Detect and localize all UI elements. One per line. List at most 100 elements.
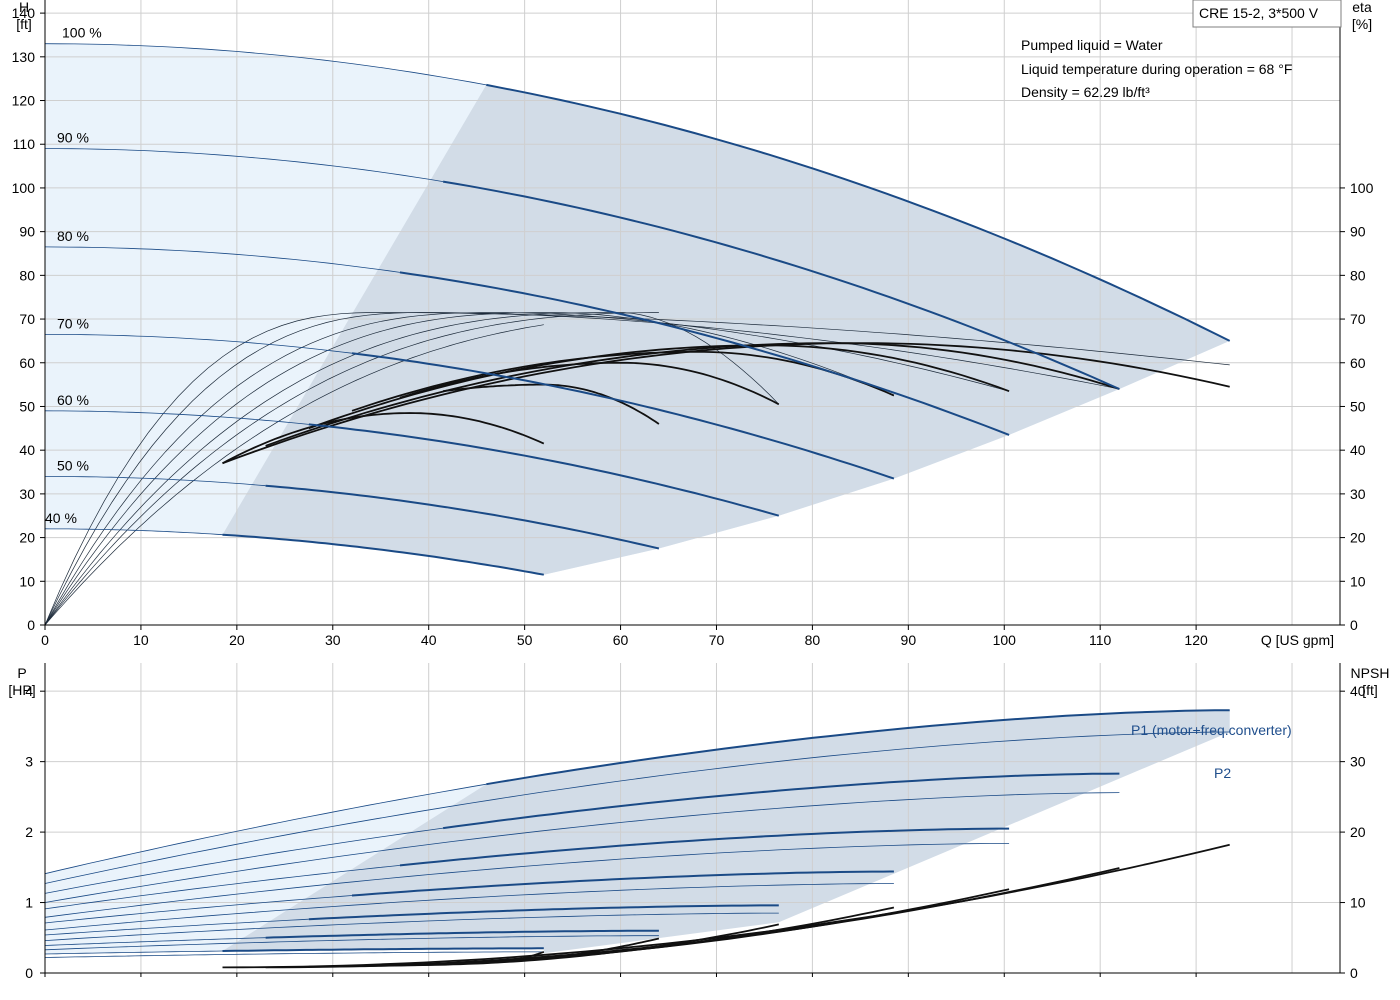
btick-label-left-4: 4 (25, 683, 33, 699)
efficiency-curve-thin-3 (44, 312, 895, 626)
efficiency-curve-bold-6 (222, 412, 545, 465)
bottom-y-right-label-2: [ft] (1362, 682, 1378, 698)
speed-label-1: 90 % (57, 130, 89, 146)
info-liquid: Pumped liquid = Water (1021, 37, 1163, 53)
top-y-right-label-1: eta (1352, 0, 1372, 15)
npsh-curve-6 (486, 951, 545, 964)
efficiency-curve-thin-6 (44, 324, 544, 626)
tick-label-right-20: 20 (1350, 530, 1366, 546)
speed-label-6: 40 % (45, 510, 77, 526)
npsh-curve-0 (222, 843, 1230, 969)
bottom-y-right-label-1: NPSH (1351, 665, 1390, 681)
p1-curve-3 (351, 870, 894, 897)
p1-curve-4 (308, 904, 779, 921)
tick-label-left-140: 140 (12, 5, 36, 21)
info-temperature: Liquid temperature during operation = 68… (1021, 61, 1292, 77)
legend-p2: P2 (1214, 765, 1231, 781)
p2-curve-1 (44, 792, 1120, 903)
dark-area-top (222, 84, 1230, 575)
curves-bottom (44, 709, 1230, 969)
tick-label-right-90: 90 (1350, 224, 1366, 240)
top-y-left-label-2: [ft] (16, 16, 32, 32)
tick-label-right-100: 100 (1350, 180, 1374, 196)
tick-label-right-40: 40 (1350, 442, 1366, 458)
tick-label-left-10: 10 (19, 573, 35, 589)
tick-label-left-110: 110 (13, 136, 36, 152)
tick-label-right-50: 50 (1350, 398, 1366, 414)
tick-label-left-60: 60 (19, 355, 35, 371)
head-curve-0 (486, 83, 1231, 342)
efficiency-curve-bold-1 (265, 342, 1120, 447)
tick-label-x-70: 70 (709, 632, 725, 648)
title-box-text: CRE 15-2, 3*500 V (1199, 5, 1319, 21)
head-curve-3 (351, 352, 895, 480)
p2-curve-2 (44, 843, 1010, 918)
btick-label-left-1: 1 (25, 895, 33, 911)
p1-curve-thin-5 (44, 937, 266, 946)
p2-curve-3 (44, 883, 894, 931)
tick-label-x-110: 110 (1089, 632, 1112, 648)
title-box: CRE 15-2, 3*500 V (1192, 0, 1342, 28)
head-curve-1 (442, 180, 1120, 390)
head-curve-thin-0 (44, 43, 487, 86)
tick-label-left-70: 70 (19, 311, 35, 327)
speed-label-3: 70 % (57, 315, 89, 331)
tick-label-x-0: 0 (41, 632, 49, 648)
tick-label-left-30: 30 (19, 486, 35, 502)
tick-label-x-120: 120 (1184, 632, 1208, 648)
head-curve-thin-6 (44, 528, 223, 536)
tick-label-x-100: 100 (993, 632, 1017, 648)
head-curve-6 (222, 533, 544, 576)
axes-top: 0102030405060708090100110120130140010203… (12, 0, 1374, 648)
btick-label-right-0: 0 (1350, 965, 1358, 981)
tick-label-x-60: 60 (613, 632, 629, 648)
tick-label-left-40: 40 (19, 442, 35, 458)
head-efficiency-panel: 100 % 90 % 80 % 70 % 60 % 50 % 40 % 0 10 20 30 40 5… (12, 0, 1374, 648)
btick-label-right-20: 20 (1350, 824, 1366, 840)
info-density: Density = 62.29 lb/ft³ (1021, 84, 1150, 100)
tick-label-left-20: 20 (19, 530, 35, 546)
efficiency-curve-thin-1 (44, 312, 1120, 626)
legend-p1: P1 (motor+freq.converter) (1131, 722, 1292, 738)
tick-label-right-60: 60 (1350, 355, 1366, 371)
head-curve-thin-2 (44, 246, 400, 273)
p1-curve-0 (486, 709, 1230, 786)
efficiency-curve-thin-5 (44, 312, 659, 626)
p1-curve-2 (399, 827, 1010, 867)
btick-label-right-30: 30 (1350, 754, 1366, 770)
p2-curve-5 (44, 935, 659, 951)
speed-label-4: 60 % (57, 392, 89, 408)
btick-label-right-10: 10 (1350, 895, 1366, 911)
head-curve-thin-3 (45, 334, 353, 354)
info-block: Pumped liquid = Water Liquid temperature… (1021, 37, 1292, 100)
speed-label-0: 100 % (62, 25, 102, 41)
efficiency-curve-bold-2 (308, 344, 1010, 430)
p1-curve-5 (265, 929, 659, 939)
btick-label-left-0: 0 (25, 965, 33, 981)
tick-label-left-50: 50 (19, 398, 35, 414)
tick-label-x-40: 40 (421, 632, 437, 648)
tick-label-left-0: 0 (27, 617, 35, 633)
head-curve-2 (399, 271, 1010, 436)
efficiency-curve-bold-3 (351, 350, 895, 412)
tick-label-left-90: 90 (19, 224, 35, 240)
p1-curve-thin-6 (44, 950, 223, 955)
head-curve-5 (265, 484, 660, 550)
btick-label-right-40: 40 (1350, 683, 1366, 699)
tick-label-right-10: 10 (1350, 573, 1366, 589)
tick-label-left-80: 80 (19, 267, 35, 283)
top-y-left-label-1: H (19, 0, 29, 15)
tick-label-x-50: 50 (517, 632, 533, 648)
p1-curve-thin-1 (44, 827, 444, 894)
efficiency-curve-bold-4 (399, 361, 780, 406)
head-curve-thin-4 (44, 410, 309, 425)
btick-label-left-3: 3 (25, 754, 33, 770)
p1-curve-thin-3 (44, 895, 353, 924)
bottom-y-left-label-1: P (17, 665, 26, 681)
p2-curve-6 (44, 951, 544, 958)
head-curve-thin-5 (45, 476, 266, 487)
tick-label-left-100: 100 (12, 180, 36, 196)
btick-label-left-2: 2 (25, 824, 33, 840)
